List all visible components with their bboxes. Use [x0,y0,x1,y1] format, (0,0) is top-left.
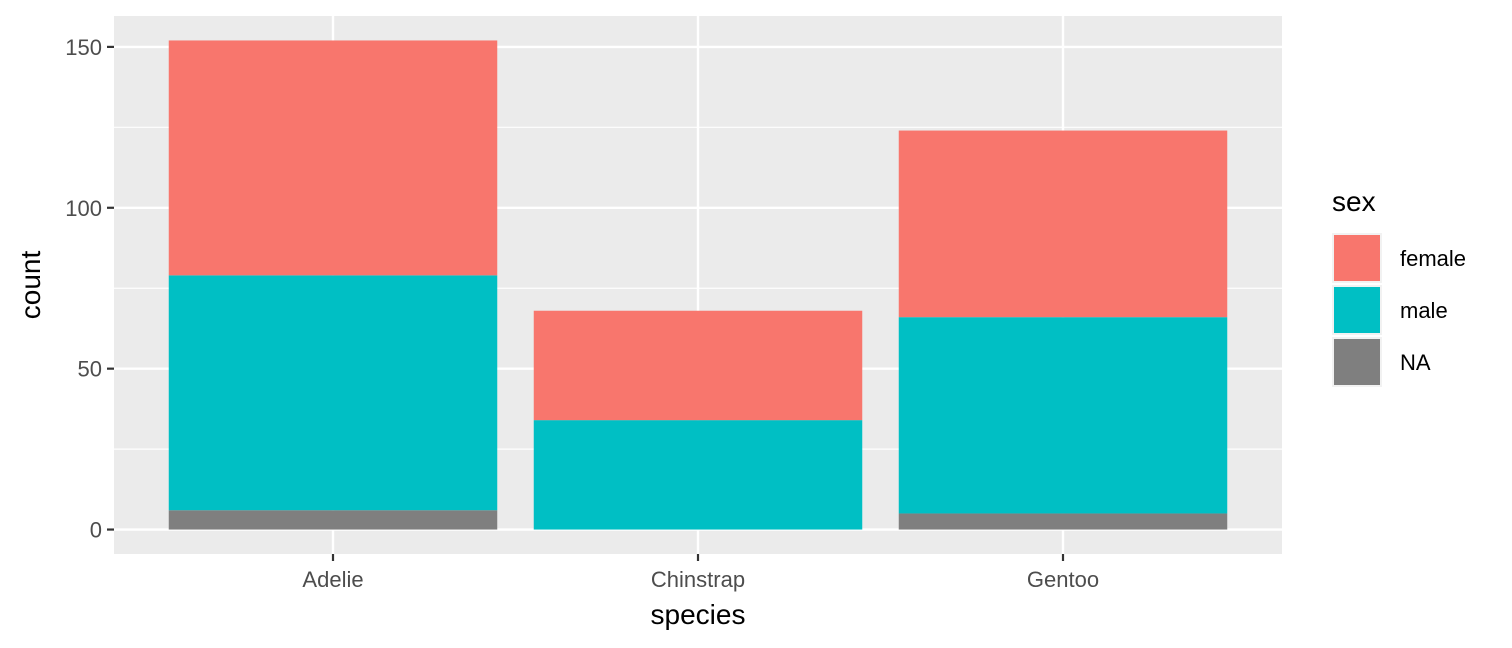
legend-key-female [1334,235,1380,281]
x-tick-label: Adelie [302,567,363,592]
legend-key-male [1334,287,1380,333]
bar-gentoo-male [898,317,1228,514]
bar-chinstrap-male [533,420,863,530]
legend-key-na [1334,339,1380,385]
legend-label-na: NA [1400,350,1431,375]
legend-title: sex [1332,186,1376,217]
y-tick-label: 100 [65,196,102,221]
axes: 0 50 100 150 Adelie Chinstrap Gentoo [65,35,1099,592]
legend: sex female male NA [1332,186,1466,387]
bar-adelie-female [168,40,498,276]
legend-label-female: female [1400,246,1466,271]
y-tick-label: 0 [90,518,102,543]
y-tick-label: 150 [65,35,102,60]
x-axis-title: species [651,599,746,630]
bar-gentoo-female [898,130,1228,318]
bar-gentoo-na [898,513,1228,530]
x-tick-label: Chinstrap [651,567,745,592]
y-axis-title: count [15,251,46,320]
legend-label-male: male [1400,298,1448,323]
bars [168,40,1228,530]
x-tick-label: Gentoo [1027,567,1099,592]
bar-chinstrap-female [533,310,863,421]
bar-adelie-male [168,275,498,511]
bar-adelie-na [168,510,498,530]
y-tick-label: 50 [78,357,102,382]
